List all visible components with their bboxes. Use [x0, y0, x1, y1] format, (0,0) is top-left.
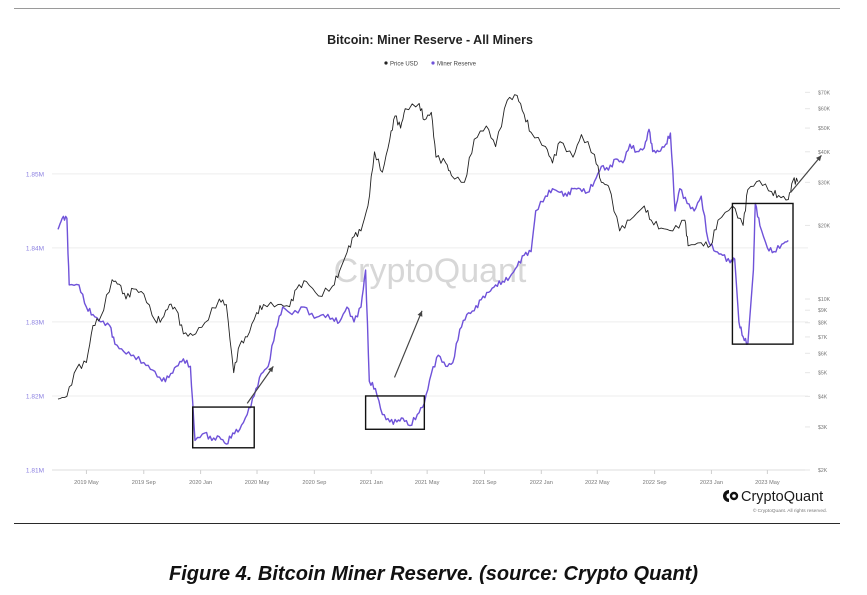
- highlight-box: [364, 395, 426, 430]
- legend: Price USD Miner Reserve: [384, 61, 477, 68]
- x-tick-label: 2019 Sep: [132, 480, 156, 486]
- right-tick-label: $9K: [818, 308, 828, 314]
- right-tick-label: $2K: [818, 468, 828, 474]
- right-tick-label: $30K: [818, 180, 831, 186]
- right-tick-label: $70K: [818, 90, 831, 96]
- left-tick-label: 1.83M: [26, 319, 44, 326]
- left-tick-label: 1.82M: [26, 393, 44, 400]
- right-tick-label: $60K: [818, 107, 831, 113]
- trend-arrow-head: [815, 155, 822, 162]
- left-tick-label: 1.84M: [26, 245, 44, 252]
- x-tick-label: 2021 Sep: [472, 480, 496, 486]
- x-tick-label: 2019 May: [74, 480, 99, 486]
- trend-arrow: [790, 154, 822, 193]
- right-tick-label: $10K: [818, 297, 831, 303]
- x-tick-label: 2021 May: [415, 480, 440, 486]
- legend-marker-reserve: [431, 61, 435, 65]
- series-layer: [57, 94, 799, 445]
- trend-arrow: [246, 366, 274, 404]
- legend-marker-price: [384, 61, 388, 65]
- logo-rights: © CryptoQuant. All rights reserved.: [753, 507, 827, 514]
- x-tick-label: 2022 May: [585, 480, 610, 486]
- annotation-layer: [191, 154, 822, 449]
- right-tick-label: $20K: [818, 223, 831, 229]
- figure-caption: Figure 4. Bitcoin Miner Reserve. (source…: [169, 563, 698, 585]
- right-tick-label: $50K: [818, 126, 831, 132]
- x-tick-label: 2020 Sep: [302, 480, 326, 486]
- chart: CryptoQuant 1.81M 1.82M 1.83M 1.84M 1.85M $2…: [26, 33, 831, 514]
- x-tick-label: 2020 May: [245, 480, 270, 486]
- cryptoquant-logo-icon: [723, 490, 739, 502]
- trend-arrow-head: [268, 366, 274, 373]
- legend-label-price: Price USD: [390, 62, 419, 68]
- series-price-usd: [57, 94, 799, 400]
- right-tick-label: $5K: [818, 371, 828, 377]
- x-tick-label: 2021 Jan: [360, 480, 383, 486]
- x-tick-label: 2022 Sep: [643, 480, 667, 486]
- x-tick-label: 2022 Jan: [530, 480, 553, 486]
- left-tick-label: 1.85M: [26, 171, 44, 178]
- right-tick-label: $4K: [818, 394, 828, 400]
- x-tick-label: 2023 Jan: [700, 480, 723, 486]
- right-tick-label: $40K: [818, 150, 831, 156]
- highlight-box: [191, 406, 255, 449]
- trend-arrow-head: [417, 310, 423, 317]
- right-tick-label: $7K: [818, 335, 828, 341]
- legend-label-reserve: Miner Reserve: [437, 62, 477, 68]
- left-axis: 1.81M 1.82M 1.83M 1.84M 1.85M: [26, 171, 44, 474]
- cryptoquant-logo: CryptoQuant © CryptoQuant. All rights re…: [723, 489, 827, 514]
- series-miner-reserve: [57, 128, 789, 445]
- highlight-box: [731, 202, 794, 345]
- right-grid: [805, 91, 810, 471]
- right-tick-label: $3K: [818, 425, 828, 431]
- logo-text: CryptoQuant: [741, 489, 823, 505]
- grid: [52, 173, 808, 471]
- right-axis: $2K $3K $4K $5K $6K $7K $8K $9K $10K $20K $30K $40K…: [818, 90, 831, 474]
- right-tick-label: $8K: [818, 321, 828, 327]
- x-axis: 2019 May 2019 Sep 2020 Jan 2020 May 2020 Sep…: [74, 470, 780, 486]
- chart-frame: [14, 8, 840, 524]
- chart-title: Bitcoin: Miner Reserve - All Miners: [327, 33, 533, 47]
- x-tick-label: 2023 May: [755, 480, 780, 486]
- left-tick-label: 1.81M: [26, 468, 44, 475]
- right-tick-label: $6K: [818, 351, 828, 357]
- trend-arrow: [393, 310, 423, 378]
- x-tick-label: 2020 Jan: [189, 480, 212, 486]
